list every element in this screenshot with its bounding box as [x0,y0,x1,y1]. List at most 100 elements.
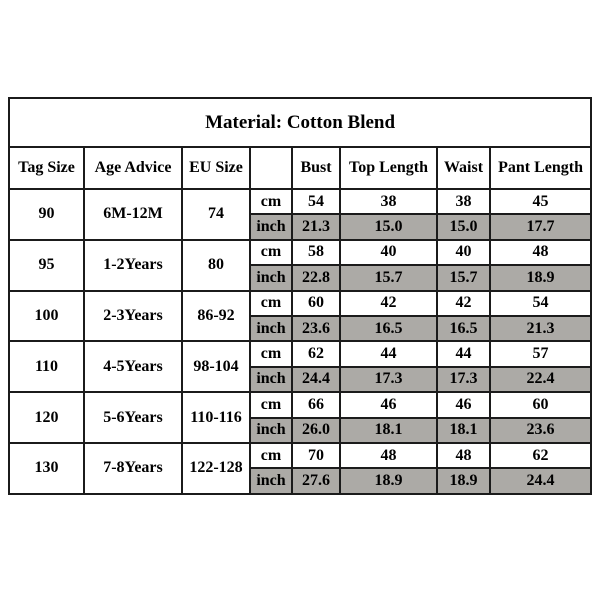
tag-size-cell: 120 [8,391,85,444]
size-90-inch-row: inch 21.3 15.0 15.0 17.7 [9,213,593,241]
eu-size-cell: 110-116 [181,391,251,444]
bust-cm-value: 58 [291,238,341,267]
bust-inch-value: 26.0 [291,416,341,444]
eu-size-cell: 80 [181,238,251,292]
age-advice-cell: 2-3Years [83,289,183,343]
age-advice-cell: 5-6Years [83,391,183,444]
pant-length-inch-value: 18.9 [488,264,593,292]
unit-label-inch: inch [249,264,293,292]
waist-cm-value: 46 [436,391,491,419]
size-110-inch-row: inch 24.4 17.3 17.3 22.4 [9,365,593,394]
col-header-waist: Waist [436,146,491,190]
col-header-bust: Bust [291,146,341,190]
pant-length-inch-value: 23.6 [488,416,593,444]
col-header-pant-length: Pant Length [488,146,593,190]
top-length-inch-value: 15.0 [339,213,438,241]
waist-inch-value: 18.1 [436,416,491,444]
top-length-cm-value: 44 [339,340,438,368]
size-100-cm-row: 100 2-3Years 86-92 cm 60 42 42 54 [8,289,593,343]
tag-size-cell: 90 [8,188,85,241]
waist-cm-value: 48 [436,441,491,470]
bust-inch-value: 23.6 [291,314,341,343]
size-130-inch-row: inch 27.6 18.9 18.9 24.4 [9,467,593,495]
size-110-cm-row: 110 4-5Years 98-104 cm 62 44 44 57 [8,340,593,394]
pant-length-cm-value: 62 [488,441,593,470]
unit-label-cm: cm [249,391,293,419]
waist-cm-value: 38 [436,187,491,216]
top-length-cm-value: 38 [339,187,438,216]
size-chart-table: Material: Cotton Blend Tag Size Age Advi… [7,97,593,495]
top-length-cm-value: 46 [339,391,438,419]
material-title-row: Material: Cotton Blend [7,97,593,148]
pant-length-cm-value: 57 [488,340,593,368]
col-header-unit [249,146,293,190]
unit-label-inch: inch [249,467,293,495]
unit-label-inch: inch [249,213,293,241]
waist-inch-value: 16.5 [436,314,491,343]
top-length-cm-value: 40 [339,238,438,267]
unit-label-cm: cm [249,340,293,368]
age-advice-cell: 6M-12M [83,188,183,241]
age-advice-cell: 7-8Years [83,441,183,495]
bust-inch-value: 22.8 [291,264,341,292]
tag-size-cell: 100 [8,289,85,343]
size-95-cm-row: 95 1-2Years 80 cm 58 40 40 48 [8,238,593,292]
waist-cm-value: 40 [436,238,491,267]
top-length-cm-value: 48 [339,441,438,470]
unit-label-cm: cm [249,187,293,216]
size-95-inch-row: inch 22.8 15.7 15.7 18.9 [9,264,593,292]
bust-cm-value: 54 [291,187,341,216]
eu-size-cell: 86-92 [181,289,251,343]
pant-length-cm-value: 60 [488,391,593,419]
eu-size-cell: 98-104 [181,340,251,394]
tag-size-cell: 130 [8,441,85,495]
waist-cm-value: 42 [436,289,491,317]
unit-label-cm: cm [249,289,293,317]
pant-length-cm-value: 45 [488,187,593,216]
waist-inch-value: 18.9 [436,467,491,495]
top-length-inch-value: 18.1 [339,416,438,444]
pant-length-inch-value: 17.7 [488,213,593,241]
unit-label-cm: cm [249,238,293,267]
top-length-inch-value: 17.3 [339,365,438,394]
waist-inch-value: 17.3 [436,365,491,394]
unit-label-inch: inch [249,314,293,343]
tag-size-cell: 95 [8,238,85,292]
eu-size-cell: 74 [181,188,251,241]
top-length-inch-value: 15.7 [339,264,438,292]
unit-label-inch: inch [249,416,293,444]
col-header-tag-size: Tag Size [8,146,85,190]
waist-inch-value: 15.0 [436,213,491,241]
pant-length-cm-value: 54 [488,289,593,317]
size-90-cm-row: 90 6M-12M 74 cm 54 38 38 45 [8,187,593,241]
age-advice-cell: 1-2Years [83,238,183,292]
col-header-eu-size: EU Size [181,146,251,190]
pant-length-inch-value: 21.3 [488,314,593,343]
unit-label-cm: cm [249,441,293,470]
bust-cm-value: 62 [291,340,341,368]
size-100-inch-row: inch 23.6 16.5 16.5 21.3 [9,314,593,343]
waist-inch-value: 15.7 [436,264,491,292]
age-advice-cell: 4-5Years [83,340,183,394]
bust-cm-value: 70 [291,441,341,470]
top-length-inch-value: 16.5 [339,314,438,343]
bust-inch-value: 24.4 [291,365,341,394]
pant-length-cm-value: 48 [488,238,593,267]
size-120-inch-row: inch 26.0 18.1 18.1 23.6 [9,416,593,444]
bust-cm-value: 60 [291,289,341,317]
bust-inch-value: 27.6 [291,467,341,495]
top-length-cm-value: 42 [339,289,438,317]
top-length-inch-value: 18.9 [339,467,438,495]
col-header-top-length: Top Length [339,146,438,190]
column-header-row: Tag Size Age Advice EU Size Bust Top Len… [8,146,593,190]
bust-cm-value: 66 [291,391,341,419]
col-header-age-advice: Age Advice [83,146,183,190]
size-120-cm-row: 120 5-6Years 110-116 cm 66 46 46 60 [8,391,593,444]
eu-size-cell: 122-128 [181,441,251,495]
material-title: Material: Cotton Blend [7,97,593,148]
pant-length-inch-value: 24.4 [488,467,593,495]
waist-cm-value: 44 [436,340,491,368]
pant-length-inch-value: 22.4 [488,365,593,394]
unit-label-inch: inch [249,365,293,394]
